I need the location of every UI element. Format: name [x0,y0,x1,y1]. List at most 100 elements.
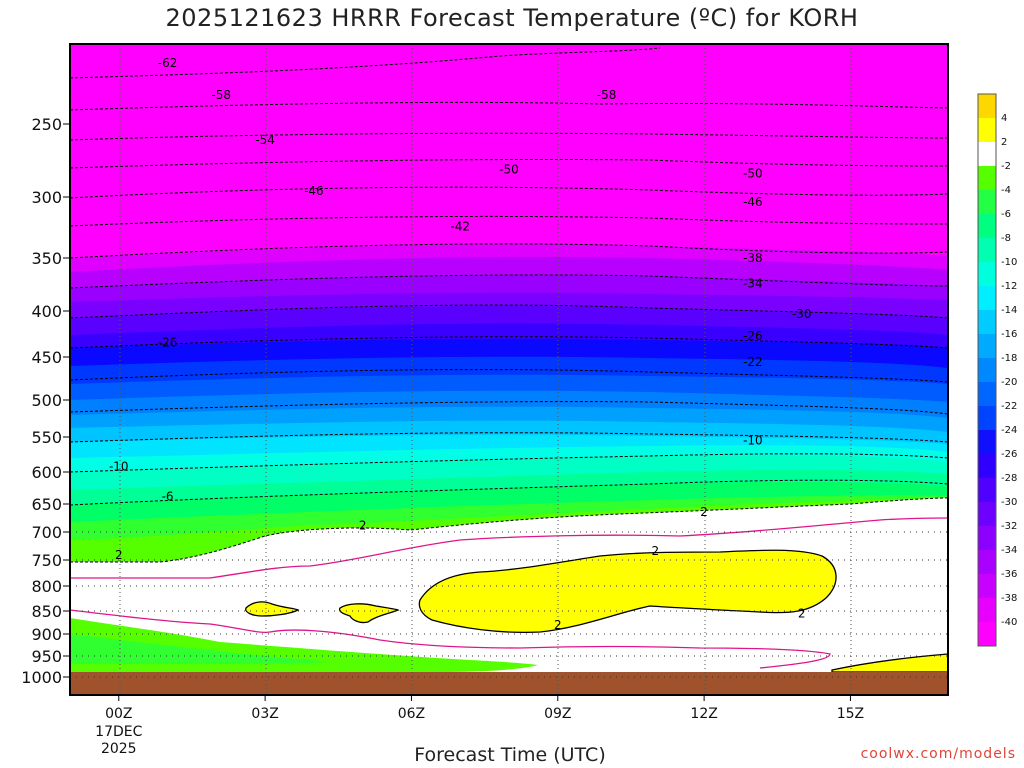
y-tick-label: 850 [31,602,62,621]
plot-frame [69,43,949,696]
contour-label: -62 [158,56,178,70]
y-tick-label: 750 [31,551,62,570]
colorbar-swatch [978,622,996,647]
band-low-cold-inner [70,634,330,664]
warm-nose [418,549,837,634]
x-tick-label: 06Z [398,706,425,722]
contour-label: 2 [652,544,660,558]
colorbar-label: -26 [1001,449,1017,460]
x-tick-label: 00Z [105,706,132,722]
colorbar-label: -28 [1001,473,1017,484]
colorbar-label: -36 [1001,569,1017,580]
colorbar-label: -12 [1001,281,1017,292]
colorbar-label: -6 [1001,209,1011,220]
contour-label: -46 [304,184,324,198]
colorbar-swatch [978,214,996,239]
contour-label: 2 [359,518,367,532]
colorbar-label: -16 [1001,329,1017,340]
contour-label: -30 [792,307,812,321]
colorbar-label: -10 [1001,257,1017,268]
y-tick-label: 550 [31,428,62,447]
warm-blob-1 [245,601,300,617]
colorbar-label: 2 [1001,137,1007,148]
colorbar-label: -34 [1001,545,1017,556]
y-tick-label: 1000 [21,668,62,687]
warm-blob-2 [338,603,400,624]
magenta-line-lower [70,609,831,669]
y-tick-label: 250 [31,115,62,134]
contour-label: 2 [700,505,708,519]
colorbar-swatch [978,286,996,311]
contour-label: -50 [743,167,763,181]
colorbar-swatch [978,454,996,479]
credit-text: coolwx.com/models [860,746,1016,762]
y-tick-label: 900 [31,625,62,644]
contour-label: -58 [211,88,231,102]
y-tick-label: 350 [31,249,62,268]
colorbar-swatch [978,262,996,287]
contour-label: -50 [499,162,519,176]
colorbar-swatch [978,166,996,191]
colorbar-label: -4 [1001,185,1011,196]
colorbar-swatch [978,238,996,263]
y-tick-label: 500 [31,391,62,410]
contour-label: -42 [450,219,470,233]
contour-label: -10 [743,434,763,448]
y-tick-label: 800 [31,577,62,596]
colorbar-swatch [978,358,996,383]
isotherm-lines [70,47,948,506]
colorbar-swatch [978,118,996,143]
x-date-label: 2025 [101,741,137,757]
band-below-minus-40 [70,44,948,274]
contour-label: 2 [115,548,123,562]
colorbar-swatch [978,334,996,359]
colorbar-label: -2 [1001,161,1011,172]
colorbar-label: -40 [1001,617,1017,628]
y-tick-label: 300 [31,188,62,207]
y-tick-label: 600 [31,463,62,482]
contour-label: -46 [743,195,763,209]
y-axis-ticks: 250 300 350 400 450 500 550 600 650 700 750 800 850 9… [21,115,70,687]
colorbar-label: -14 [1001,305,1017,316]
ground-surface [70,672,948,695]
chart-title: 2025121623 HRRR Forecast Temperature (ºC… [165,4,859,32]
colorbar-swatch [978,478,996,503]
colorbar-swatch [978,406,996,431]
contour-label: -6 [162,489,174,503]
x-tick-label: 15Z [837,706,864,722]
colorbar-label: -18 [1001,353,1017,364]
magenta-line-upper [70,517,948,579]
x-axis-label: Forecast Time (UTC) [414,744,606,766]
contour-label: -54 [255,133,275,147]
colorbar-label: -24 [1001,425,1017,436]
colorbar-swatch [978,382,996,407]
colorbar-swatch [978,430,996,455]
x-tick-label: 09Z [544,706,571,722]
colorbar-swatch [978,598,996,623]
colorbar-label: -20 [1001,377,1017,388]
y-tick-label: 950 [31,647,62,666]
x-tick-label: 12Z [690,706,717,722]
contour-label: -10 [109,459,129,473]
y-tick-label: 650 [31,495,62,514]
x-tick-label: 03Z [251,706,278,722]
contour-label: 2 [554,618,562,632]
colorbar-swatch [978,550,996,575]
colorbar-frame [977,93,997,647]
colorbar-label: -32 [1001,521,1017,532]
colorbar-swatch [978,502,996,527]
contour-labels: -62-58 -58-54-50 -50-46-46-42-38-34-30-26-… [109,56,812,632]
colorbar-label: -22 [1001,401,1017,412]
contour-label: -26 [743,329,763,343]
colorbar-swatch [978,526,996,551]
freezing-line [70,497,948,563]
grid [119,44,852,695]
contour-label: 2 [798,606,806,620]
contour-label: -58 [597,88,617,102]
pressure-gridlines [70,531,948,678]
warm-surface-wedge [831,653,948,673]
colorbar-label: -30 [1001,497,1017,508]
y-tick-label: 400 [31,302,62,321]
